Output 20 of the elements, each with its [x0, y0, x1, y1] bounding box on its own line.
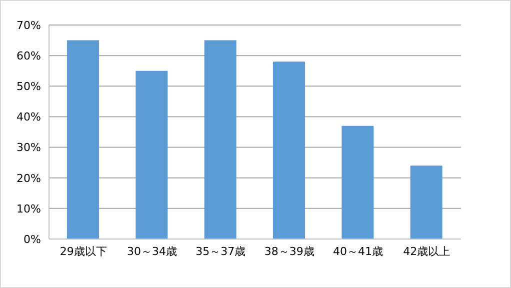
- y-tick-label: 50%: [16, 80, 41, 94]
- y-tick-label: 30%: [16, 141, 41, 154]
- x-tick-label: 35～37歳: [196, 244, 246, 258]
- y-tick-label: 60%: [16, 49, 41, 62]
- y-tick-label: 0%: [24, 232, 41, 246]
- x-tick-label: 42歳以上: [403, 244, 450, 258]
- y-tick-label: 10%: [16, 202, 41, 216]
- x-tick-label: 40～41歳: [333, 244, 383, 258]
- x-tick-label: 30～34歳: [127, 244, 177, 258]
- y-tick-label: 70%: [16, 18, 41, 32]
- bar: [136, 70, 168, 239]
- y-tick-label: 20%: [16, 172, 41, 185]
- bar: [342, 126, 374, 239]
- bar: [67, 40, 99, 239]
- bar: [273, 62, 305, 239]
- x-tick-label: 38～39歳: [264, 244, 314, 258]
- bar: [410, 166, 442, 239]
- x-tick-label: 29歳以下: [60, 244, 107, 258]
- y-tick-label: 40%: [16, 110, 41, 124]
- bar: [204, 40, 236, 239]
